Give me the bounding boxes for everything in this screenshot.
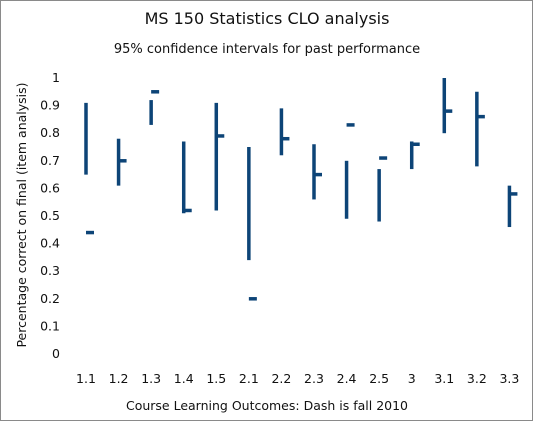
y-tick-label: 0.8 (40, 125, 60, 140)
x-tick-label: 2.5 (369, 371, 389, 386)
interval-marks (84, 78, 518, 301)
x-tick-label: 1.2 (109, 371, 129, 386)
y-tick-label: 0 (52, 346, 60, 361)
y-axis-label: Percentage correct on final (item analys… (14, 82, 29, 347)
x-tick-label: 3.2 (467, 371, 487, 386)
y-tick-label: 0.7 (40, 153, 60, 168)
x-axis-label: Course Learning Outcomes: Dash is fall 2… (126, 398, 408, 413)
y-tick-label: 0.6 (40, 180, 60, 195)
x-tick-label: 2.1 (239, 371, 259, 386)
y-tick-label: 0.9 (40, 98, 60, 113)
x-tick-label: 2.3 (304, 371, 324, 386)
y-axis: 0 0.1 0.2 0.3 0.4 0.5 0.6 0.7 0.8 0.9 1 (40, 70, 60, 361)
x-axis: 1.1 1.2 1.3 1.4 1.5 2.1 2.2 2.3 2.4 2.5 3 3.1 3.2 3.3 (76, 371, 519, 386)
chart-title: MS 150 Statistics CLO analysis (145, 9, 390, 28)
y-tick-label: 1 (52, 70, 60, 85)
x-tick-label: 3.3 (499, 371, 519, 386)
x-tick-label: 1.3 (141, 371, 161, 386)
x-tick-label: 2.4 (337, 371, 357, 386)
x-tick-label: 3 (408, 371, 416, 386)
y-tick-label: 0.1 (40, 318, 60, 333)
y-tick-label: 0.4 (40, 236, 60, 251)
x-tick-label: 1.1 (76, 371, 96, 386)
x-tick-label: 1.4 (174, 371, 194, 386)
y-tick-label: 0.3 (40, 263, 60, 278)
x-tick-label: 2.2 (271, 371, 291, 386)
y-tick-label: 0.2 (40, 291, 60, 306)
x-tick-label: 3.1 (434, 371, 454, 386)
chart-subtitle: 95% confidence intervals for past perfor… (114, 42, 420, 57)
x-tick-label: 1.5 (206, 371, 226, 386)
y-tick-label: 0.5 (40, 208, 60, 223)
